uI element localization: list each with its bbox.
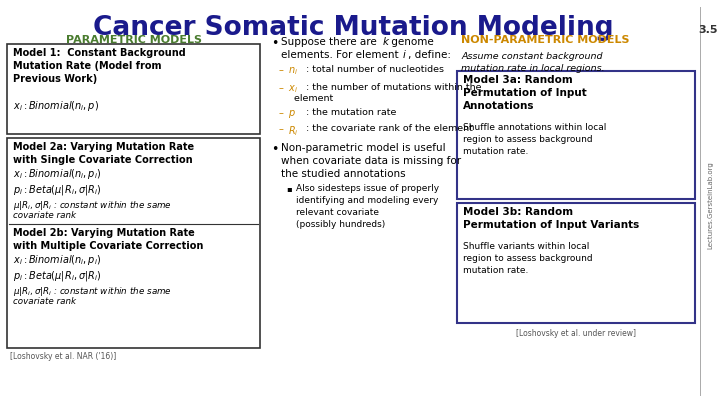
Text: relevant covariate: relevant covariate — [296, 208, 379, 217]
Text: $\mu|R_i, \sigma|R_i$ : constant within the same: $\mu|R_i, \sigma|R_i$ : constant within … — [13, 285, 172, 298]
Text: $x_i$: $x_i$ — [288, 83, 298, 95]
Text: region to assess background: region to assess background — [463, 254, 593, 263]
Text: –: – — [279, 108, 284, 118]
Text: mutation rate.: mutation rate. — [463, 147, 528, 156]
Text: $x_i : Binomial(n_i, p_i)$: $x_i : Binomial(n_i, p_i)$ — [13, 253, 102, 267]
Text: $p_i : Beta(\mu|R_i, \sigma|R_i)$: $p_i : Beta(\mu|R_i, \sigma|R_i)$ — [13, 183, 102, 197]
Text: : total number of nucleotides: : total number of nucleotides — [288, 65, 444, 74]
Text: •: • — [271, 37, 279, 50]
Text: NON-PARAMETRIC MODELS: NON-PARAMETRIC MODELS — [462, 35, 630, 45]
Text: elements. For element: elements. For element — [281, 50, 402, 60]
Text: $R_i$: $R_i$ — [288, 124, 299, 138]
Text: –: – — [279, 124, 284, 134]
Text: the studied annotations: the studied annotations — [281, 169, 405, 179]
Text: Shuffle annotations within local: Shuffle annotations within local — [463, 123, 606, 132]
Text: , define:: , define: — [408, 50, 451, 60]
Text: : the covariate rank of the element: : the covariate rank of the element — [288, 124, 473, 133]
Text: k: k — [382, 37, 389, 47]
Text: PARAMETRIC MODELS: PARAMETRIC MODELS — [66, 35, 202, 45]
Text: Model 1:  Constant Background
Mutation Rate (Model from
Previous Work): Model 1: Constant Background Mutation Ra… — [13, 48, 186, 84]
Text: $x_i : Binomial(n_i, p_i)$: $x_i : Binomial(n_i, p_i)$ — [13, 167, 102, 181]
Text: when covariate data is missing for: when covariate data is missing for — [281, 156, 461, 166]
Text: Suppose there are: Suppose there are — [281, 37, 380, 47]
Text: mutation rate.: mutation rate. — [463, 266, 528, 275]
Text: [Loshovsky et al. under review]: [Loshovsky et al. under review] — [516, 329, 636, 338]
Text: Model 2a: Varying Mutation Rate
with Single Covariate Correction: Model 2a: Varying Mutation Rate with Sin… — [13, 142, 194, 165]
Text: Assume constant background: Assume constant background — [462, 52, 603, 61]
Text: Model 3a: Random
Permutation of Input
Annotations: Model 3a: Random Permutation of Input An… — [463, 75, 587, 111]
Text: Non-parametric model is useful: Non-parametric model is useful — [281, 143, 446, 153]
FancyBboxPatch shape — [457, 71, 696, 199]
Text: : the mutation rate: : the mutation rate — [288, 108, 396, 117]
Text: –: – — [279, 83, 284, 93]
Text: covariate rank: covariate rank — [13, 297, 76, 306]
Text: 3.5: 3.5 — [698, 25, 718, 35]
Text: genome: genome — [389, 37, 434, 47]
Text: Shuffle variants within local: Shuffle variants within local — [463, 242, 590, 251]
Text: element: element — [288, 94, 333, 103]
FancyBboxPatch shape — [7, 44, 260, 134]
Text: region to assess background: region to assess background — [463, 135, 593, 144]
Text: $\mu|R_i, \sigma|R_i$ : constant within the same: $\mu|R_i, \sigma|R_i$ : constant within … — [13, 199, 172, 212]
Text: [Loshovsky et al. NAR ('16)]: [Loshovsky et al. NAR ('16)] — [10, 352, 116, 361]
Text: Also sidesteps issue of properly: Also sidesteps issue of properly — [296, 184, 439, 193]
Text: : the number of mutations within the: : the number of mutations within the — [288, 83, 482, 92]
Text: i: i — [402, 50, 405, 60]
Text: mutation rate in local regions.: mutation rate in local regions. — [462, 64, 605, 73]
Text: Cancer Somatic Mutation Modeling: Cancer Somatic Mutation Modeling — [94, 15, 614, 41]
Text: Model 3b: Random
Permutation of Input Variants: Model 3b: Random Permutation of Input Va… — [463, 207, 639, 230]
Text: •: • — [271, 143, 279, 156]
Text: ▪: ▪ — [286, 184, 292, 193]
Text: (possibly hundreds): (possibly hundreds) — [296, 220, 385, 229]
FancyBboxPatch shape — [457, 203, 696, 323]
FancyBboxPatch shape — [7, 138, 260, 348]
Text: $p_i : Beta(\mu|R_i, \sigma|R_i)$: $p_i : Beta(\mu|R_i, \sigma|R_i)$ — [13, 269, 102, 283]
Text: $p$: $p$ — [288, 108, 296, 120]
Text: Model 2b: Varying Mutation Rate
with Multiple Covariate Correction: Model 2b: Varying Mutation Rate with Mul… — [13, 228, 203, 251]
Text: Lectures.GersteinLab.org: Lectures.GersteinLab.org — [707, 161, 714, 249]
Text: $x_i : Binomial(n_i, p)$: $x_i : Binomial(n_i, p)$ — [13, 99, 99, 113]
Text: identifying and modeling every: identifying and modeling every — [296, 196, 438, 205]
Text: covariate rank: covariate rank — [13, 211, 76, 220]
Text: $n_i$: $n_i$ — [288, 65, 298, 77]
Text: –: – — [279, 65, 284, 75]
